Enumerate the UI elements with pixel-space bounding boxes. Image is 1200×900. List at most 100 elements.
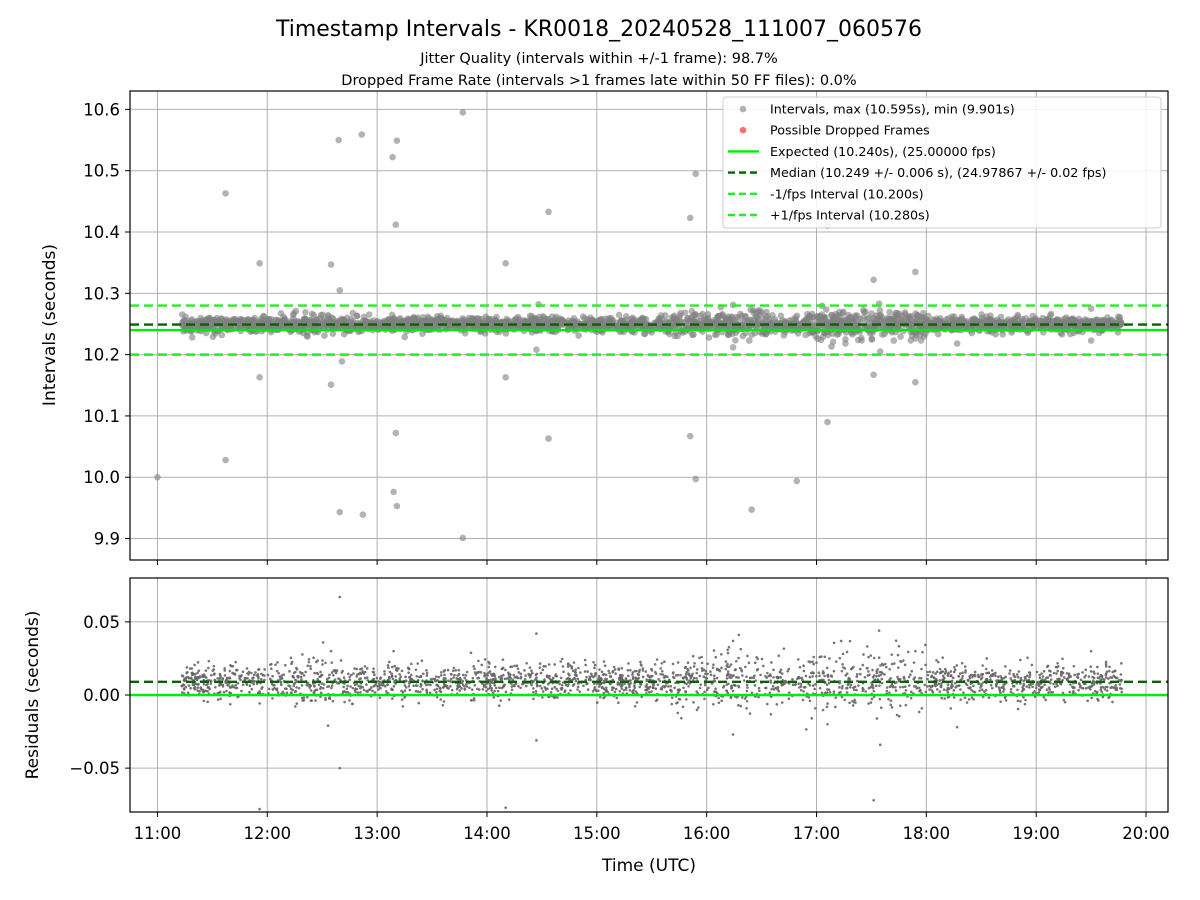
- data-point: [692, 665, 696, 668]
- data-point: [488, 686, 492, 690]
- data-point: [321, 686, 325, 690]
- data-point: [304, 670, 307, 674]
- data-point: [746, 654, 749, 658]
- data-point: [888, 691, 891, 695]
- data-point: [852, 312, 859, 319]
- data-point: [878, 684, 881, 688]
- data-point: [297, 686, 301, 690]
- data-point: [465, 685, 469, 688]
- data-point: [686, 661, 690, 664]
- data-point: [447, 679, 450, 683]
- data-point: [952, 670, 956, 674]
- data-point: [712, 663, 715, 666]
- data-point: [490, 689, 493, 692]
- data-point: [1016, 699, 1020, 703]
- outlier-point: [983, 313, 991, 320]
- data-point: [687, 684, 690, 688]
- data-point: [720, 666, 723, 670]
- data-point: [504, 668, 507, 672]
- data-point: [987, 671, 991, 675]
- data-point: [740, 669, 744, 673]
- data-point: [734, 684, 737, 687]
- data-point: [851, 686, 855, 689]
- data-point: [855, 679, 859, 683]
- data-point: [575, 332, 582, 339]
- data-point: [672, 676, 676, 680]
- data-point: [832, 641, 836, 645]
- data-point: [1107, 669, 1111, 673]
- data-point: [972, 684, 975, 688]
- data-point: [571, 684, 575, 687]
- data-point: [621, 674, 624, 677]
- data-point: [1044, 698, 1047, 702]
- data-point: [841, 685, 844, 688]
- data-point: [602, 687, 606, 691]
- data-point: [825, 705, 829, 709]
- data-point: [687, 672, 691, 675]
- data-point: [901, 685, 905, 689]
- data-point: [519, 676, 522, 680]
- data-point: [611, 686, 614, 689]
- data-point: [194, 675, 197, 679]
- data-point: [544, 664, 547, 668]
- data-point: [271, 697, 274, 700]
- data-point: [711, 666, 715, 669]
- data-point: [690, 674, 694, 678]
- data-point: [827, 678, 831, 682]
- data-point: [972, 698, 975, 701]
- data-point: [983, 690, 986, 693]
- data-point: [769, 712, 773, 716]
- data-point: [680, 716, 683, 720]
- data-point: [541, 690, 545, 693]
- data-point: [544, 320, 551, 328]
- data-point: [653, 662, 657, 666]
- data-point: [403, 689, 407, 693]
- data-point: [635, 669, 638, 673]
- data-point: [741, 674, 744, 677]
- data-point: [1088, 687, 1092, 691]
- data-point: [191, 671, 194, 675]
- data-point: [840, 695, 844, 699]
- outlier-point: [824, 418, 831, 426]
- data-point: [531, 314, 539, 322]
- data-point: [700, 655, 703, 659]
- data-point: [1035, 691, 1038, 695]
- data-point: [425, 691, 429, 695]
- data-point: [754, 319, 761, 327]
- data-point: [590, 672, 593, 676]
- data-point: [650, 690, 653, 693]
- data-point: [921, 330, 929, 338]
- data-point: [908, 319, 915, 327]
- data-point: [586, 688, 590, 691]
- data-point: [889, 703, 893, 707]
- data-point: [745, 683, 749, 687]
- data-point: [556, 689, 560, 693]
- data-point: [890, 682, 894, 685]
- data-point: [223, 669, 227, 672]
- data-point: [628, 689, 632, 692]
- outlier-point: [459, 109, 467, 116]
- chart-title: Timestamp Intervals - KR0018_20240528_11…: [275, 17, 922, 42]
- data-point: [221, 685, 225, 688]
- data-point: [1043, 678, 1047, 681]
- data-point: [1077, 672, 1081, 676]
- data-point: [670, 702, 674, 706]
- data-point: [1069, 683, 1072, 686]
- data-point: [309, 667, 313, 671]
- data-point: [902, 659, 905, 662]
- data-point: [493, 689, 496, 693]
- data-point: [854, 318, 862, 325]
- data-point: [290, 691, 293, 695]
- data-point: [692, 701, 695, 704]
- data-point: [664, 674, 667, 678]
- data-point: [848, 677, 852, 681]
- data-point: [360, 313, 368, 321]
- outlier-point: [912, 378, 919, 386]
- chart-subtitle-line-1: Jitter Quality (intervals within +/-1 fr…: [419, 51, 778, 67]
- data-point: [731, 674, 735, 678]
- data-point: [305, 320, 313, 327]
- data-point: [425, 683, 428, 687]
- data-point: [324, 661, 327, 665]
- data-point: [942, 688, 946, 691]
- data-point: [815, 674, 818, 678]
